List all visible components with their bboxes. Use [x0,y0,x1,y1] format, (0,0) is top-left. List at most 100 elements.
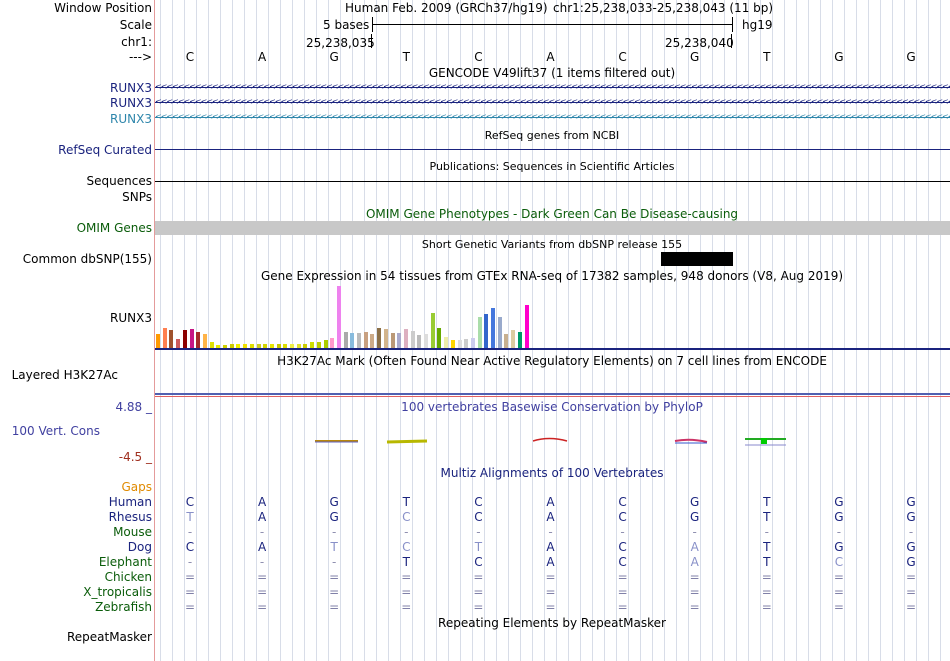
gtex-bar[interactable] [504,334,509,348]
gtex-bar[interactable] [457,340,462,348]
label-x-tropicalis[interactable]: X_tropicalis [83,585,152,599]
gencode-transcript-2[interactable]: <<<<<<<<<<<<<<<<<<<<<<<<<<<<<<<<<<<<<<<<… [155,98,950,106]
gtex-bar[interactable] [209,342,214,348]
label-layered-h3k27ac[interactable]: Layered H3K27Ac [11,368,118,382]
gtex-bar[interactable] [484,314,489,348]
gtex-bar[interactable] [450,340,455,348]
gtex-bar[interactable] [357,333,361,348]
gtex-bar[interactable] [444,337,449,348]
gencode-title[interactable]: GENCODE V49lift37 (1 items filtered out) [428,66,676,80]
label-repeatmasker[interactable]: RepeatMasker [66,630,152,644]
gencode-transcript-3[interactable]: <<<<<<<<<<<<<<<<<<<<<<<<<<<<<<<<<<<<<<<<… [155,113,950,121]
label-omim-genes[interactable]: OMIM Genes [76,221,152,235]
gtex-bar[interactable] [316,342,321,348]
label-runx3-1[interactable]: RUNX3 [110,81,152,95]
gtex-bar[interactable] [303,344,308,348]
gtex-bar[interactable] [182,330,187,348]
gtex-bar-chart[interactable] [155,284,950,348]
alignment-base: C [834,555,844,569]
multiz-title[interactable]: Multiz Alignments of 100 Vertebrates [440,466,664,480]
phylop-title[interactable]: 100 vertebrates Basewise Conservation by… [401,400,703,414]
gtex-bar[interactable] [276,344,281,348]
gtex-bar[interactable] [223,345,227,348]
label-runx3-3[interactable]: RUNX3 [110,112,152,126]
gtex-bar[interactable] [310,342,315,348]
label-common-dbsnp[interactable]: Common dbSNP(155) [22,252,152,266]
gtex-bar[interactable] [403,329,408,348]
label-snps[interactable]: SNPs [122,190,152,204]
label-100-vert-cons[interactable]: 100 Vert. Cons [11,424,100,438]
gtex-bar[interactable] [524,305,529,348]
phylop-plot[interactable] [155,430,950,452]
gtex-bar[interactable] [202,334,207,348]
gtex-bar[interactable] [229,344,234,348]
gtex-bar[interactable] [176,339,181,348]
gtex-bar[interactable] [290,344,294,348]
gtex-bar[interactable] [397,333,402,348]
h3k27ac-title[interactable]: H3K27Ac Mark (Often Found Near Active Re… [277,354,827,368]
gencode-transcript-1[interactable]: <<<<<<<<<<<<<<<<<<<<<<<<<<<<<<<<<<<<<<<<… [155,83,950,91]
gtex-bar[interactable] [323,340,328,348]
label-gtex-gene[interactable]: RUNX3 [110,311,152,325]
omim-title[interactable]: OMIM Gene Phenotypes - Dark Green Can Be… [365,207,739,221]
label-chicken[interactable]: Chicken [104,570,152,584]
gtex-bar[interactable] [263,344,268,348]
gtex-bar[interactable] [377,328,382,348]
label-runx3-2[interactable]: RUNX3 [110,96,152,110]
repeatmasker-title[interactable]: Repeating Elements by RepeatMasker [438,616,666,630]
label-refseq-curated[interactable]: RefSeq Curated [58,143,152,157]
gtex-title[interactable]: Gene Expression in 54 tissues from GTEx … [260,269,844,283]
gtex-bar[interactable] [162,328,167,348]
label-mouse[interactable]: Mouse [113,525,152,539]
gtex-bar[interactable] [336,286,341,348]
gtex-bar[interactable] [256,344,261,348]
browser-track-area[interactable]: Human Feb. 2009 (GRCh37/hg19) chr1:25,23… [155,0,950,661]
label-gaps[interactable]: Gaps [121,480,152,494]
label-dog[interactable]: Dog [127,540,152,554]
gtex-bar[interactable] [156,334,160,348]
gtex-bar[interactable] [169,330,174,348]
pubs-title[interactable]: Publications: Sequences in Scientific Ar… [429,160,675,173]
gtex-bar[interactable] [216,345,221,348]
gtex-bar[interactable] [330,338,335,348]
pubs-line[interactable] [155,181,950,182]
gtex-bar[interactable] [491,308,495,348]
label-rhesus[interactable]: Rhesus [108,510,152,524]
label-zebrafish[interactable]: Zebrafish [95,600,152,614]
gtex-bar[interactable] [511,330,516,348]
gtex-bar[interactable] [383,329,388,348]
gtex-bar[interactable] [236,344,241,348]
dbsnp-variant[interactable] [661,252,733,266]
refseq-gene-line[interactable] [155,149,950,150]
h3k27ac-signal[interactable] [155,393,950,395]
dbsnp-title[interactable]: Short Genetic Variants from dbSNP releas… [421,238,683,251]
gtex-bar[interactable] [390,333,395,348]
gtex-bar[interactable] [243,344,248,348]
refseq-title[interactable]: RefSeq genes from NCBI [484,129,620,142]
gtex-bar[interactable] [464,339,469,348]
gtex-bar[interactable] [343,332,348,348]
label-strand-arrow[interactable]: ---> [128,50,152,64]
label-sequences[interactable]: Sequences [86,174,152,188]
gtex-bar[interactable] [269,344,274,348]
gtex-bar[interactable] [410,331,415,348]
gtex-bar[interactable] [249,344,254,348]
gtex-bar[interactable] [437,328,442,348]
gtex-bar[interactable] [196,332,201,348]
gtex-bar[interactable] [424,334,428,348]
label-human[interactable]: Human [108,495,152,509]
gtex-bar[interactable] [370,334,375,348]
gtex-bar[interactable] [477,317,482,348]
gtex-bar[interactable] [430,313,435,348]
gtex-bar[interactable] [363,332,368,348]
gtex-bar[interactable] [296,344,301,348]
gtex-bar[interactable] [517,332,522,348]
gtex-bar[interactable] [189,329,194,348]
gtex-bar[interactable] [417,335,422,348]
gtex-bar[interactable] [470,338,475,348]
gtex-bar[interactable] [283,344,288,348]
gtex-bar[interactable] [350,333,355,348]
omim-gene-bar[interactable] [155,221,950,235]
label-elephant[interactable]: Elephant [98,555,152,569]
gtex-bar[interactable] [497,317,502,348]
